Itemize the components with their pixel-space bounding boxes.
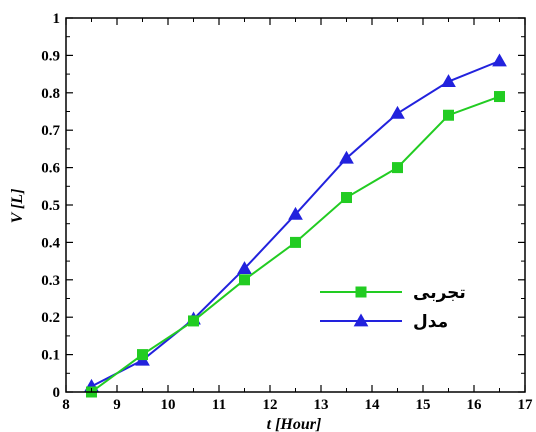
- series-line: [91, 60, 500, 388]
- axes-layer: [65, 17, 526, 393]
- data-point: [443, 109, 454, 121]
- data-point: [494, 91, 505, 103]
- x-tick-label: 8: [62, 397, 70, 413]
- legend-marker: [355, 286, 367, 298]
- y-tick-label: 0.5: [41, 198, 60, 214]
- y-tick-label: 0.2: [41, 310, 60, 326]
- series-model: [84, 53, 507, 392]
- x-tick-label: 17: [518, 397, 534, 413]
- data-point: [188, 315, 199, 327]
- data-point: [390, 105, 405, 119]
- data-point: [137, 349, 148, 361]
- x-tick-label: 15: [416, 397, 431, 413]
- data-point: [492, 53, 507, 67]
- data-point: [239, 274, 250, 286]
- x-tick-label: 14: [365, 397, 381, 413]
- series-layer: [84, 53, 507, 398]
- y-tick-label: 0: [53, 385, 61, 401]
- data-point: [290, 236, 301, 248]
- y-tick-label: 0.8: [41, 86, 60, 102]
- x-tick-label: 10: [161, 397, 176, 413]
- legend-entry: مدل: [320, 312, 448, 332]
- ticks-layer: 8 9 10 11 12 13 14 15 16 17 0 0.1 0.2 0.3 0.4 0.5 0.6 0.7…: [41, 11, 533, 413]
- legend-label: مدل: [413, 312, 448, 332]
- legend-label: تجربی: [413, 283, 466, 303]
- x-tick-label: 16: [467, 397, 483, 413]
- y-tick-label: 0.9: [41, 48, 60, 64]
- data-point: [341, 192, 352, 204]
- x-tick-label: 13: [314, 397, 329, 413]
- y-tick-label: 0.1: [41, 348, 60, 364]
- y-axis-label: V [L]: [9, 189, 26, 224]
- data-point: [392, 162, 403, 174]
- y-tick-label: 0.6: [41, 161, 60, 177]
- data-point: [441, 74, 456, 87]
- legend-entry: تجربی: [320, 283, 466, 303]
- y-tick-label: 1: [53, 11, 61, 27]
- data-point: [237, 261, 252, 274]
- data-point: [288, 206, 303, 220]
- x-tick-label: 9: [113, 397, 121, 413]
- plot-frame: [65, 17, 526, 393]
- x-axis-label: t [Hour]: [267, 416, 322, 432]
- y-tick-label: 0.7: [41, 123, 60, 139]
- data-point: [339, 150, 354, 164]
- legend-marker: [353, 313, 369, 327]
- y-tick-label: 0.3: [41, 273, 60, 289]
- x-tick-label: 12: [263, 397, 278, 413]
- series-experimental: [86, 91, 505, 398]
- x-tick-label: 11: [212, 397, 226, 413]
- legend: تجربی مدل: [320, 283, 466, 332]
- y-tick-label: 0.4: [41, 235, 60, 251]
